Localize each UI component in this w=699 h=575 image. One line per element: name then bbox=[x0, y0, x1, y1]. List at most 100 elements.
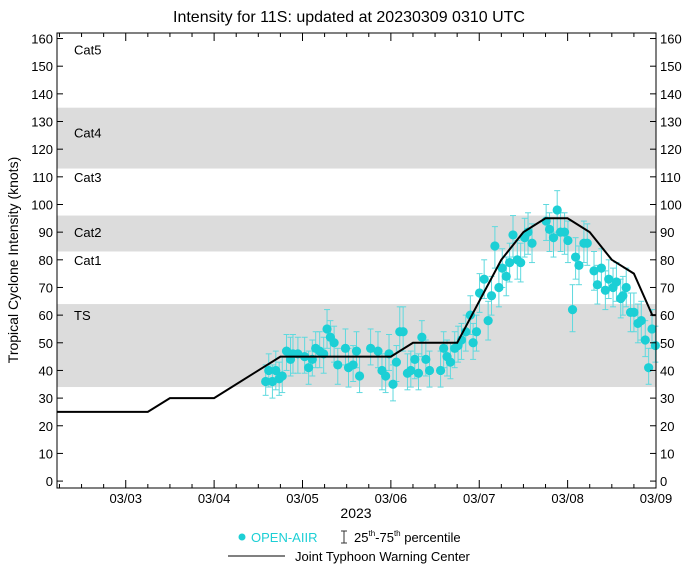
y-tick-label-right: 90 bbox=[660, 225, 674, 240]
legend-pct-mid: -75 bbox=[375, 530, 394, 545]
x-tick-label: 03/06 bbox=[375, 491, 408, 506]
open-aiir-point bbox=[351, 346, 362, 356]
band-label-cat5: Cat5 bbox=[74, 43, 101, 58]
open-aiir-point bbox=[647, 324, 657, 334]
open-aiir-point bbox=[445, 357, 456, 367]
legend-percentile-label: 25th-75th percentile bbox=[354, 529, 461, 545]
x-axis-ticks: 03/03 03/04 03/05 03/06 03/07 03/08 03/09 bbox=[58, 33, 673, 506]
open-aiir-point bbox=[435, 365, 446, 376]
legend-pct-a: 25 bbox=[354, 530, 368, 545]
open-aiir-point bbox=[574, 260, 584, 270]
y-tick-label-left: 80 bbox=[39, 253, 53, 268]
y-tick-label-right: 70 bbox=[660, 280, 674, 295]
band-label-cat2: Cat2 bbox=[74, 225, 101, 240]
open-aiir-point bbox=[329, 338, 339, 348]
legend: OPEN-AIIR 25th-75th percentile Joint Typ… bbox=[228, 529, 471, 564]
open-aiir-point bbox=[621, 282, 631, 293]
x-tick-label: 03/05 bbox=[286, 491, 319, 506]
y-tick-label-left: 150 bbox=[31, 59, 53, 74]
y-tick-label-right: 10 bbox=[660, 446, 674, 461]
band-label-cat4: Cat4 bbox=[74, 126, 101, 141]
open-aiir-point bbox=[340, 343, 351, 353]
open-aiir-point bbox=[589, 266, 599, 276]
open-aiir-point bbox=[391, 357, 401, 367]
open-aiir-point bbox=[516, 257, 526, 268]
open-aiir-point bbox=[592, 280, 602, 290]
open-aiir-point bbox=[618, 291, 628, 301]
open-aiir-point bbox=[640, 335, 650, 345]
y-tick-label-right: 120 bbox=[660, 142, 682, 157]
plot-frame bbox=[56, 32, 657, 489]
x-tick-label: 03/03 bbox=[109, 491, 142, 506]
x-tick-label: 03/08 bbox=[551, 491, 584, 506]
open-aiir-point bbox=[486, 291, 497, 301]
y-axis-ticks: 0 0 10 10 20 20 30 30 40 40 50 50 60 60 70 70 80 80 90 90 10… bbox=[31, 32, 681, 490]
legend-errorbar-icon bbox=[341, 530, 347, 544]
open-aiir-point bbox=[373, 346, 383, 356]
open-aiir-point bbox=[490, 241, 500, 251]
chart-title: Intensity for 11S: updated at 20230309 0… bbox=[173, 9, 525, 26]
open-aiir-point bbox=[421, 354, 431, 364]
x-tick-label: 03/04 bbox=[198, 491, 231, 506]
y-tick-label-left: 30 bbox=[39, 391, 53, 406]
jtwc-line bbox=[57, 217, 656, 413]
open-aiir-point bbox=[322, 324, 332, 334]
open-aiir-point bbox=[600, 285, 610, 295]
open-aiir-point bbox=[413, 368, 424, 378]
y-tick-label-left: 130 bbox=[31, 115, 53, 130]
y-tick-label-right: 80 bbox=[660, 253, 674, 268]
open-aiir-point bbox=[497, 263, 507, 273]
open-aiir-point bbox=[264, 365, 274, 376]
y-tick-label-left: 20 bbox=[39, 419, 53, 434]
y-tick-label-right: 130 bbox=[660, 115, 682, 130]
open-aiir-point bbox=[479, 274, 489, 284]
open-aiir-point bbox=[483, 316, 493, 326]
y-axis-label: Tropical Cyclone Intensity (knots) bbox=[5, 157, 21, 363]
band-label-cat3: Cat3 bbox=[74, 170, 101, 185]
open-aiir-point bbox=[527, 238, 537, 248]
open-aiir-point bbox=[398, 327, 408, 337]
open-aiir-point bbox=[348, 360, 358, 370]
legend-pct-b-sup: th bbox=[394, 529, 401, 538]
y-tick-label-left: 60 bbox=[39, 308, 53, 323]
open-aiir-point bbox=[604, 274, 614, 284]
open-aiir-point bbox=[424, 365, 435, 376]
open-aiir-point bbox=[611, 277, 622, 287]
open-aiir-point bbox=[629, 307, 639, 317]
open-aiir-point bbox=[494, 282, 504, 293]
x-tick-label: 03/09 bbox=[640, 491, 673, 506]
open-aiir-point bbox=[567, 304, 578, 315]
legend-pct-end: percentile bbox=[401, 530, 461, 545]
y-tick-label-right: 60 bbox=[660, 308, 674, 323]
category-labels: TS Cat1 Cat2 Cat3 Cat4 Cat5 bbox=[74, 43, 101, 324]
y-tick-label-left: 70 bbox=[39, 280, 53, 295]
y-tick-label-right: 140 bbox=[660, 87, 682, 102]
open-aiir-point bbox=[468, 338, 478, 348]
open-aiir-point bbox=[571, 252, 581, 262]
open-aiir-point bbox=[271, 365, 281, 376]
y-tick-label-left: 110 bbox=[32, 170, 53, 185]
y-tick-label-left: 40 bbox=[39, 363, 53, 378]
y-tick-label-left: 10 bbox=[39, 446, 53, 461]
open-aiir-point bbox=[381, 371, 391, 381]
open-aiir-point bbox=[563, 235, 573, 246]
open-aiir-point bbox=[388, 379, 398, 389]
y-tick-label-right: 100 bbox=[660, 197, 682, 212]
open-aiir-point bbox=[508, 230, 518, 240]
open-aiir-point bbox=[501, 271, 511, 282]
open-aiir-point bbox=[410, 354, 420, 364]
band-label-ts: TS bbox=[74, 308, 91, 323]
band-cat2 bbox=[57, 215, 656, 252]
x-axis-year-label: 2023 bbox=[340, 505, 371, 521]
y-tick-label-right: 0 bbox=[660, 474, 667, 489]
open-aiir-point bbox=[439, 343, 449, 353]
open-aiir-point bbox=[636, 316, 646, 326]
open-aiir-point bbox=[417, 332, 427, 342]
open-aiir-point bbox=[366, 343, 376, 353]
legend-open-aiir-label: OPEN-AIIR bbox=[251, 530, 317, 545]
x-tick-label: 03/07 bbox=[463, 491, 496, 506]
y-tick-label-left: 0 bbox=[46, 474, 53, 489]
open-aiir-point bbox=[582, 238, 592, 248]
open-aiir-point bbox=[505, 257, 515, 268]
